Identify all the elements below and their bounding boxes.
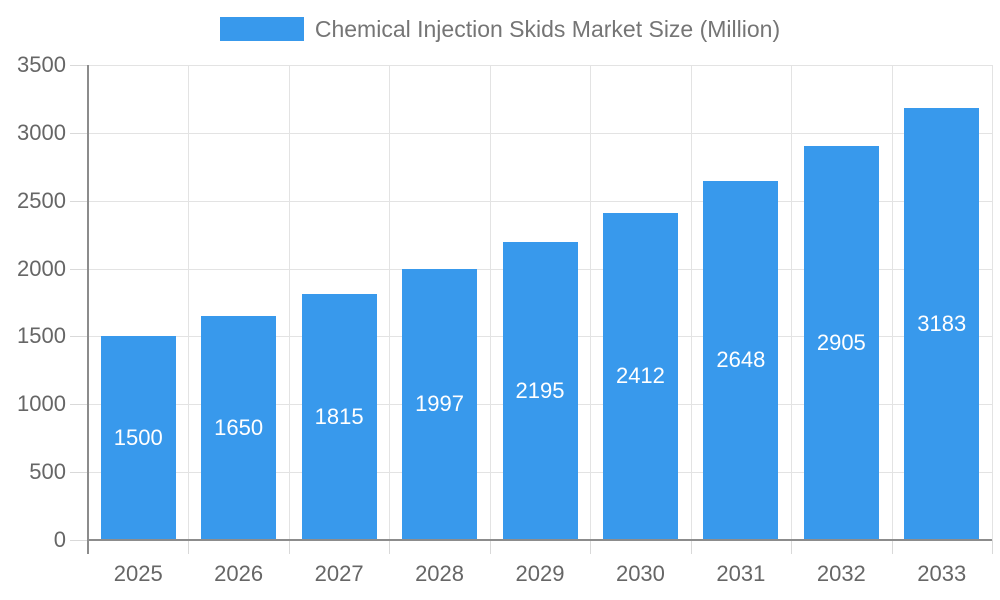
x-tick-label: 2033 — [917, 561, 967, 586]
gridline-horizontal — [88, 65, 992, 66]
bar-2028[interactable]: 1997 — [402, 268, 478, 540]
bar-2031[interactable]: 2648 — [703, 180, 779, 540]
gridline-vertical — [690, 65, 692, 540]
y-tick-label: 3500 — [17, 52, 66, 77]
x-axis-tick — [791, 540, 793, 554]
x-tick-label: 2029 — [515, 561, 565, 586]
x-tick-label: 2030 — [615, 561, 665, 586]
bar-value-label: 2648 — [716, 347, 766, 373]
y-tick-label: 0 — [53, 527, 66, 552]
x-axis-tick — [389, 540, 391, 554]
bar-2027[interactable]: 1815 — [301, 293, 377, 540]
bar-value-label: 2195 — [515, 378, 565, 404]
y-axis-tick — [70, 65, 88, 66]
bar-value-label: 3183 — [917, 311, 967, 337]
bar-value-label: 1815 — [314, 403, 364, 429]
bar-2033[interactable]: 3183 — [904, 108, 980, 540]
gridline-vertical — [891, 65, 893, 540]
bar-2032[interactable]: 2905 — [803, 145, 879, 540]
bar-value-label: 2905 — [816, 329, 866, 355]
y-tick-label: 500 — [29, 459, 66, 485]
gridline-vertical — [188, 65, 190, 540]
x-axis-tick — [992, 540, 993, 554]
gridline-horizontal — [88, 200, 992, 202]
bar-value-label: 2412 — [615, 363, 665, 389]
y-axis-tick — [70, 336, 88, 338]
y-axis-tick — [70, 132, 88, 134]
y-axis-tick — [70, 472, 88, 474]
y-axis-line — [87, 65, 89, 554]
x-axis-tick — [489, 540, 491, 554]
x-tick-label: 2032 — [816, 561, 866, 586]
y-tick-label: 1500 — [17, 323, 66, 349]
bar-2030[interactable]: 2412 — [602, 212, 678, 540]
bar-2026[interactable]: 1650 — [201, 316, 277, 540]
x-tick-label: 2025 — [113, 561, 163, 586]
bar-2029[interactable]: 2195 — [502, 242, 578, 540]
x-axis-tick — [188, 540, 190, 554]
x-axis-line — [88, 539, 992, 541]
y-axis-tick — [70, 200, 88, 202]
plot-area: 1500 1650 1815 1997 2195 2412 2648 2905 3183 — [70, 65, 993, 554]
x-axis-tick — [590, 540, 592, 554]
y-tick-label: 2000 — [17, 255, 66, 281]
bar-value-label: 1500 — [113, 425, 163, 451]
gridline-vertical — [288, 65, 290, 540]
bar-value-label: 1997 — [415, 391, 465, 417]
gridline-vertical — [791, 65, 793, 540]
y-tick-label: 1000 — [17, 391, 66, 417]
gridline-vertical — [389, 65, 391, 540]
gridline-horizontal — [88, 132, 992, 134]
x-tick-label: 2027 — [314, 561, 364, 586]
x-axis-tick — [690, 540, 692, 554]
bar-value-label: 1650 — [214, 415, 264, 441]
gridline-vertical — [992, 65, 993, 540]
gridline-vertical — [489, 65, 491, 540]
x-axis-tick — [288, 540, 290, 554]
x-tick-label: 2026 — [214, 561, 264, 586]
legend-label: Chemical Injection Skids Market Size (Mi… — [314, 16, 781, 42]
x-tick-label: 2031 — [716, 561, 766, 586]
x-tick-label: 2028 — [415, 561, 465, 586]
y-axis-tick — [70, 404, 88, 406]
y-tick-label: 2500 — [17, 187, 66, 213]
x-axis-tick — [891, 540, 893, 554]
y-axis-tick — [70, 268, 88, 270]
legend[interactable]: Chemical Injection Skids Market Size (Mi… — [0, 14, 1000, 44]
bar-2025[interactable]: 1500 — [100, 336, 176, 540]
y-axis-tick — [70, 540, 88, 541]
legend-swatch[interactable] — [219, 17, 304, 41]
y-tick-label: 3000 — [17, 119, 66, 145]
gridline-vertical — [590, 65, 592, 540]
